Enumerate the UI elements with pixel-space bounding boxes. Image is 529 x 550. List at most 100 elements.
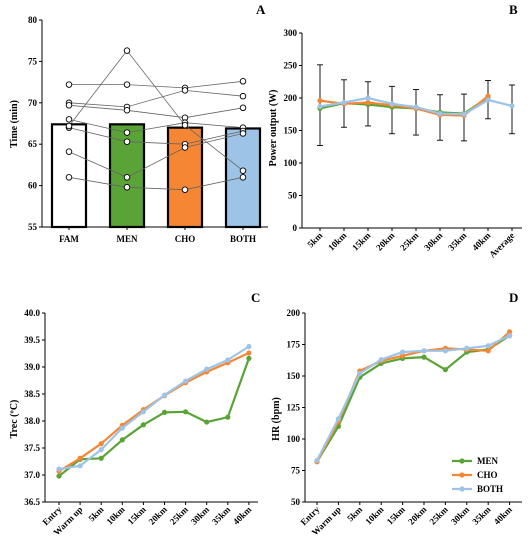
panel-d-series-men-point — [421, 354, 427, 360]
panel-b: 0 50 100 150 200 250 300 5km 10km 15km 20km 25km 30k… — [284, 28, 522, 260]
panel-d-series-both-point — [314, 457, 320, 464]
panel-c-xtick-label: 25km — [168, 504, 191, 527]
panel-c-series-men-point — [56, 473, 62, 479]
panel-b-ytick-label: 300 — [284, 28, 298, 38]
panel-a-individual-point — [181, 121, 189, 129]
panel-d-series-cho-point — [485, 348, 491, 354]
panel-d-ytick-label: 200 — [287, 308, 301, 318]
panel-a-individual-point — [65, 81, 73, 88]
panel-a-xtick-label: FAM — [59, 234, 79, 244]
panel-a-individual-point — [65, 122, 73, 130]
panel-c-xtick-label: 5km — [87, 504, 106, 523]
panel-a-individual-line — [68, 127, 244, 145]
panel-d-series-both-point — [464, 345, 470, 351]
panel-b-series-cho-line — [319, 95, 489, 117]
panel-b-series-both-point — [365, 95, 371, 101]
panel-d-ytick-label: 100 — [287, 434, 301, 444]
panel-d-series-both-point — [357, 370, 363, 377]
panel-a-individual-line — [69, 80, 244, 89]
panel-c-xtick-label: 40km — [231, 504, 254, 527]
panel-a-individual-point — [181, 87, 189, 94]
panel-d-ylabel: HR (bpm) — [271, 397, 282, 441]
panel-a-individual-point — [65, 102, 73, 109]
panel-a-individual-point — [239, 92, 247, 100]
panel-a-individual-point — [239, 167, 247, 174]
panel-b-xtick-label: 5km — [305, 230, 324, 249]
panel-c-xtick-label: 10km — [104, 504, 127, 527]
panel-a-individual-line — [68, 89, 244, 108]
panel-d-series-both-point — [507, 333, 513, 339]
panel-c-series-men-point — [246, 355, 252, 361]
panel-d-xtick-label: 5km — [345, 504, 364, 523]
legend-cho-label: CHO — [477, 470, 498, 480]
panel-a-individual-point — [123, 138, 131, 145]
panel-c-ytick-label: 38.5 — [24, 389, 40, 399]
panel-c-series-both-point — [183, 378, 189, 384]
panel-a-xtick-label: CHO — [175, 234, 196, 244]
panel-c-series-both-point — [204, 366, 210, 372]
panel-d-xtick-label: 20km — [406, 504, 429, 527]
panel-c-series-men-point — [140, 422, 146, 428]
panel-c-series-both-point — [77, 463, 83, 469]
panel-d-ytick-label: 125 — [287, 403, 301, 413]
panel-a-individual-line — [68, 49, 244, 172]
panel-b-xtick-label: 10km — [326, 230, 349, 253]
panel-c-series-both-point — [56, 466, 62, 472]
panel-b-xtick-label: Average — [487, 230, 516, 259]
panel-d-xtick-label: 40km — [492, 504, 515, 527]
panel-d-xtick-label: 15km — [385, 504, 408, 527]
panel-d-series-both-point — [442, 348, 448, 354]
panel-b-label: B — [509, 2, 518, 17]
panel-d-series-cho-point — [400, 353, 406, 359]
panel-b-series-both-point — [485, 97, 491, 103]
panel-d-series-both-point — [421, 348, 427, 354]
panel-d-series-both-line — [316, 334, 511, 461]
panel-a-individual-point — [123, 81, 131, 88]
panel-a-individual-point — [239, 104, 247, 112]
panel-b-ytick-label: 150 — [284, 126, 298, 136]
panel-a-individual-point — [181, 144, 189, 151]
panel-b-series-cho-point — [317, 98, 323, 104]
panel-b-xtick-label: 35km — [446, 230, 469, 253]
panel-d-series-cho-point — [507, 329, 513, 335]
panel-c-xtick-label: 35km — [210, 504, 233, 527]
panel-c-series-both-point — [246, 343, 252, 350]
panel-a-individual-point — [239, 78, 247, 85]
panel-a-individual-line — [68, 176, 244, 191]
panel-b-series-both-point — [389, 101, 395, 107]
panel-b-ylabel: Power output (W) — [268, 89, 279, 166]
panel-b-xtick-label: 30km — [422, 230, 445, 253]
panel-a-ytick-label: 80 — [28, 15, 38, 25]
panel-c-label: C — [251, 290, 260, 305]
panel-a-ytick-label: 55 — [28, 222, 38, 232]
panel-d-series-both-point — [485, 343, 491, 349]
panel-a: 55 60 65 70 75 80 FAM MEN CHO BOTH — [28, 15, 268, 244]
panel-d-ytick-label: 175 — [287, 340, 301, 350]
panel-d-xtick-label: 25km — [428, 504, 451, 527]
panel-a-ytick-label: 60 — [28, 181, 38, 191]
panel-c-series-men-point — [161, 409, 168, 415]
panel-b-series-both-point — [341, 99, 347, 106]
panel-c-series-both-point — [161, 392, 168, 398]
panel-c-ylabel: Trec (ºC) — [9, 400, 20, 439]
legend-cho-marker — [459, 472, 465, 478]
panel-c-ytick-label: 37.0 — [24, 470, 40, 480]
panel-b-series-both-point — [413, 104, 419, 110]
panel-a-individual-point — [123, 174, 131, 181]
panel-b-ytick-label: 50 — [288, 191, 298, 201]
panel-a-ytick-label: 65 — [28, 139, 38, 149]
panel-d-xtick-label: 10km — [363, 504, 386, 527]
panel-d-label: D — [509, 290, 518, 305]
panel-a-individual-line — [68, 104, 244, 119]
legend-men-marker — [459, 458, 465, 464]
panel-c-series-both-point — [119, 425, 125, 431]
panel-c-series-both-point — [140, 409, 146, 415]
panel-a-individual-point — [123, 47, 131, 54]
panel-c-series-cho-line — [58, 352, 250, 473]
panel-b-ytick-label: 250 — [284, 61, 298, 71]
panel-a-individual-point — [239, 130, 247, 137]
panel-a-ytick-label: 70 — [28, 98, 38, 108]
panel-a-individual-line — [68, 133, 244, 178]
panel-d-series-both-point — [335, 416, 341, 422]
